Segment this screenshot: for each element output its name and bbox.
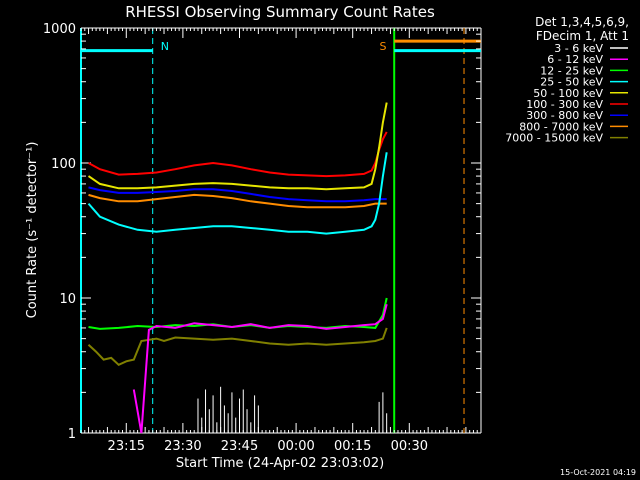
- y-tick-label: 1: [68, 427, 76, 442]
- series-line-7000-15000kev: [87, 327, 388, 366]
- legend-entry-label: 800 - 7000 keV: [519, 120, 603, 133]
- x-tick-label: 00:30: [391, 439, 428, 454]
- y-tick-label: 1000: [43, 22, 76, 37]
- legend-entry-label: 6 - 12 keV: [547, 53, 603, 66]
- chart-title: RHESSI Observing Summary Count Rates: [125, 3, 435, 21]
- y-axis-label: Count Rate (s⁻¹ detector⁻¹): [25, 142, 40, 319]
- x-tick-label: 23:30: [164, 439, 201, 454]
- series-line-100-300kev: [88, 131, 388, 178]
- x-tick-label: 23:15: [108, 439, 145, 454]
- legend-entry-label: 25 - 50 keV: [540, 76, 603, 89]
- y-tick-label: 100: [51, 157, 76, 172]
- y-tick-label: 10: [59, 292, 76, 307]
- legend-entry-label: 50 - 100 keV: [533, 87, 603, 100]
- legend-entry-label: 100 - 300 keV: [526, 98, 603, 111]
- x-axis-label: Start Time (24-Apr-02 23:03:02): [176, 456, 384, 471]
- legend-header-line-1: Det 1,3,4,5,6,9,: [535, 15, 629, 29]
- x-tick-label: 00:00: [277, 439, 314, 454]
- annotation-label: N: [161, 40, 169, 53]
- event-segments: [81, 39, 481, 53]
- series-line-50-100kev: [87, 102, 388, 191]
- timestamp: 15-Oct-2021 04:19: [560, 468, 636, 477]
- legend-entry-label: 7000 - 15000 keV: [505, 132, 603, 145]
- series-line-6-12kev: [132, 303, 388, 434]
- legend-entry-label: 3 - 6 keV: [554, 42, 603, 55]
- series-line-300-800kev: [88, 186, 387, 203]
- series-layer: [87, 102, 388, 434]
- legend-header-line-2: FDecim 1, Att 1: [536, 29, 629, 43]
- legend-entry-label: 300 - 800 keV: [526, 109, 603, 122]
- legend-entry-label: 12 - 25 keV: [540, 64, 603, 77]
- series-line-25-50kev: [87, 152, 388, 235]
- series-line-800-7000kev: [88, 193, 387, 209]
- x-tick-label: 23:45: [221, 439, 258, 454]
- x-tick-label: 00:15: [334, 439, 371, 454]
- legend: Det 1,3,4,5,6,9, FDecim 1, Att 1 3 - 6 k…: [505, 15, 629, 145]
- annotation-label: S: [379, 40, 386, 53]
